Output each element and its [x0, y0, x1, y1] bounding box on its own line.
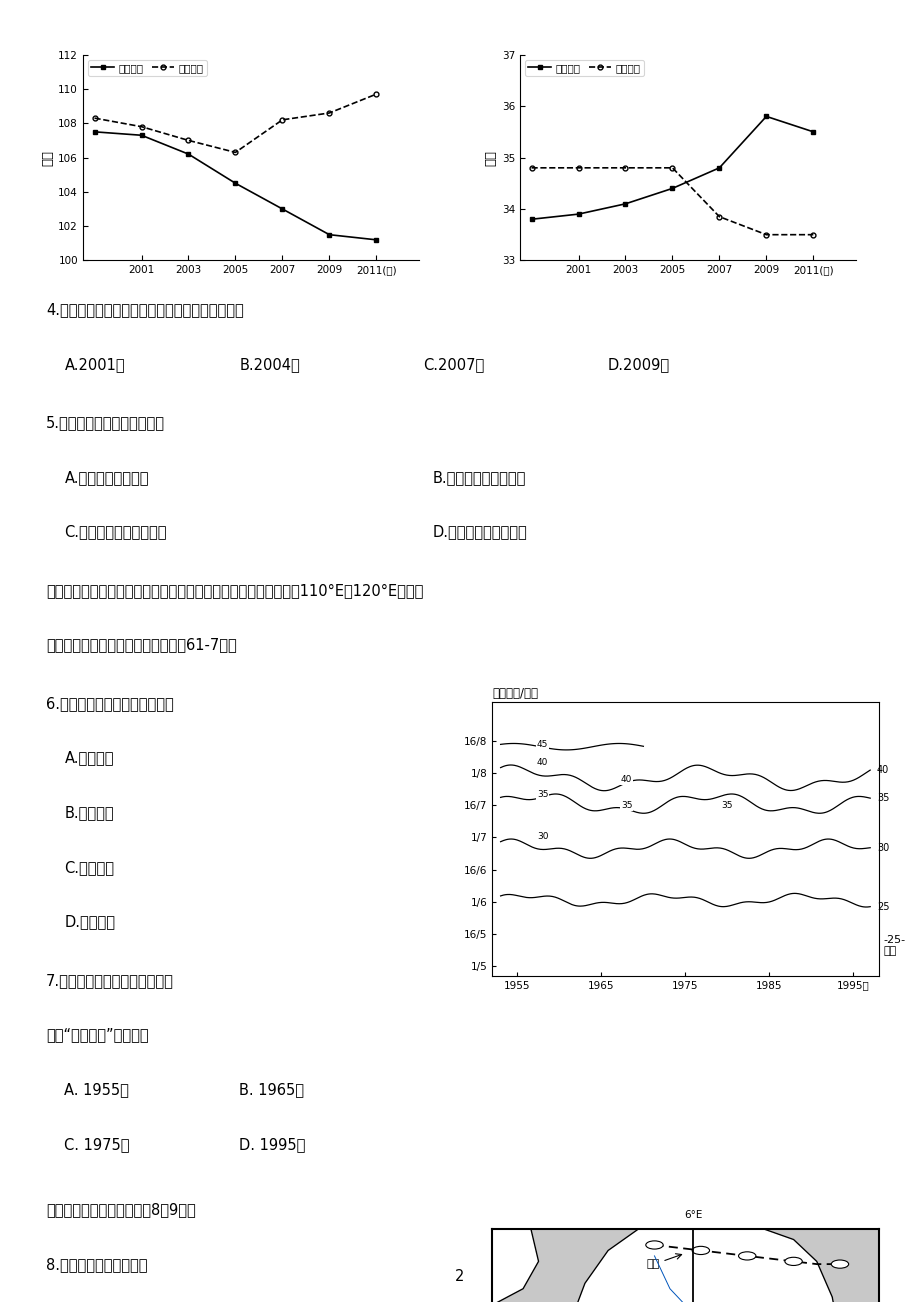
- 生产重心: [323, 227, 335, 242]
- Text: D.华南北部: D.华南北部: [64, 914, 115, 930]
- Text: D. 1995年: D. 1995年: [239, 1137, 305, 1152]
- Text: 45: 45: [537, 740, 548, 749]
- 消费重心: [136, 118, 147, 134]
- Text: 季风前沿进退等纬度线示意图，完成61-7题。: 季风前沿进退等纬度线示意图，完成61-7题。: [46, 638, 236, 652]
- Text: 35: 35: [720, 801, 732, 810]
- 消费重心: [760, 227, 771, 242]
- Text: A. 1955年: A. 1955年: [64, 1082, 130, 1098]
- 生产重心: [183, 146, 194, 161]
- 消费重心: [619, 160, 630, 176]
- Text: 40: 40: [876, 766, 888, 775]
- Text: 30: 30: [537, 832, 548, 841]
- 消费重心: [666, 160, 677, 176]
- Text: 35: 35: [620, 801, 631, 810]
- Text: 40: 40: [537, 758, 548, 767]
- Text: 8.该区域地理环境特征是: 8.该区域地理环境特征是: [46, 1258, 147, 1272]
- 消费重心: [573, 160, 584, 176]
- Y-axis label: 东经: 东经: [40, 150, 54, 165]
- Ellipse shape: [831, 1260, 847, 1268]
- Line: 生产重心: 生产重心: [528, 115, 815, 221]
- Text: 25: 25: [876, 902, 889, 911]
- Text: 6°E: 6°E: [683, 1211, 701, 1220]
- Line: 生产重心: 生产重心: [92, 129, 379, 242]
- 消费重心: [807, 227, 818, 242]
- 生产重心: [807, 124, 818, 139]
- Line: 消费重心: 消费重心: [92, 91, 379, 155]
- Text: D.2009年: D.2009年: [607, 357, 669, 372]
- 消费重心: [277, 112, 288, 128]
- Text: 出现“南旱北涝”现象的是: 出现“南旱北涝”现象的是: [46, 1027, 149, 1043]
- Text: 岛链: 岛链: [646, 1259, 659, 1269]
- Text: A.2001年: A.2001年: [64, 357, 125, 372]
- Text: B.2004年: B.2004年: [239, 357, 300, 372]
- 生产重心: [573, 206, 584, 221]
- 消费重心: [713, 208, 724, 224]
- Text: 35: 35: [876, 793, 889, 803]
- Ellipse shape: [738, 1251, 755, 1260]
- Y-axis label: 北纬: 北纬: [484, 150, 497, 165]
- 生产重心: [277, 201, 288, 216]
- 消费重心: [183, 133, 194, 148]
- Text: -25-
纬度: -25- 纬度: [882, 935, 904, 956]
- Text: C.江淮地区: C.江淮地区: [64, 859, 114, 875]
- 生产重心: [526, 211, 537, 227]
- Text: 6.图示范围内，夏季风最北可达: 6.图示范围内，夏季风最北可达: [46, 695, 174, 711]
- Text: A.我国经济重心北移: A.我国经济重心北移: [64, 470, 149, 484]
- Text: 读世界某区域示意图，完成8－9题。: 读世界某区域示意图，完成8－9题。: [46, 1203, 196, 1217]
- Text: 35: 35: [537, 790, 548, 799]
- 生产重心: [619, 197, 630, 212]
- Text: 30: 30: [876, 842, 888, 853]
- Text: B.华北地区: B.华北地区: [64, 805, 114, 820]
- 生产重心: [136, 128, 147, 143]
- Text: C. 1975年: C. 1975年: [64, 1137, 130, 1152]
- Text: C.2007年: C.2007年: [423, 357, 484, 372]
- Legend: 生产重心, 消费重心: 生产重心, 消费重心: [88, 60, 207, 76]
- 消费重心: [323, 105, 335, 121]
- 消费重心: [526, 160, 537, 176]
- 消费重心: [370, 86, 381, 102]
- Text: C.北方天然气消费量下降: C.北方天然气消费量下降: [64, 525, 166, 539]
- 消费重心: [89, 111, 100, 126]
- Text: A.东北北部: A.东北北部: [64, 750, 114, 766]
- Text: 5.天然气供需重心变化，反映: 5.天然气供需重心变化，反映: [46, 415, 165, 430]
- Text: 2: 2: [455, 1269, 464, 1285]
- Text: B.东西部经济差距缩小: B.东西部经济差距缩小: [432, 470, 525, 484]
- Text: 日期（日/月）: 日期（日/月）: [492, 686, 538, 699]
- 消费重心: [230, 145, 241, 160]
- 生产重心: [89, 124, 100, 139]
- Text: 7.下列年份，我国东部地区最易: 7.下列年份，我国东部地区最易: [46, 973, 174, 988]
- 生产重心: [666, 181, 677, 197]
- Legend: 生产重心, 消费重心: 生产重心, 消费重心: [525, 60, 643, 76]
- 生产重心: [760, 108, 771, 124]
- Ellipse shape: [784, 1258, 801, 1266]
- Text: B. 1965年: B. 1965年: [239, 1082, 304, 1098]
- Text: 4.天然气消费重心由向西北开始转向东南的年份是: 4.天然气消费重心由向西北开始转向东南的年份是: [46, 302, 244, 318]
- Polygon shape: [546, 1229, 839, 1302]
- Text: 夏季风进退早晚对我国东部地区降水会带来很大的影响。下图表示110°E－120°E区域夏: 夏季风进退早晚对我国东部地区降水会带来很大的影响。下图表示110°E－120°E…: [46, 583, 423, 598]
- Ellipse shape: [645, 1241, 663, 1249]
- Text: 40: 40: [620, 775, 631, 784]
- Polygon shape: [492, 1229, 538, 1302]
- Text: D.天然气国内运距扩大: D.天然气国内运距扩大: [432, 525, 527, 539]
- 生产重心: [713, 160, 724, 176]
- 生产重心: [370, 232, 381, 247]
- Ellipse shape: [691, 1246, 709, 1255]
- 生产重心: [230, 176, 241, 191]
- Line: 消费重心: 消费重心: [528, 165, 815, 237]
